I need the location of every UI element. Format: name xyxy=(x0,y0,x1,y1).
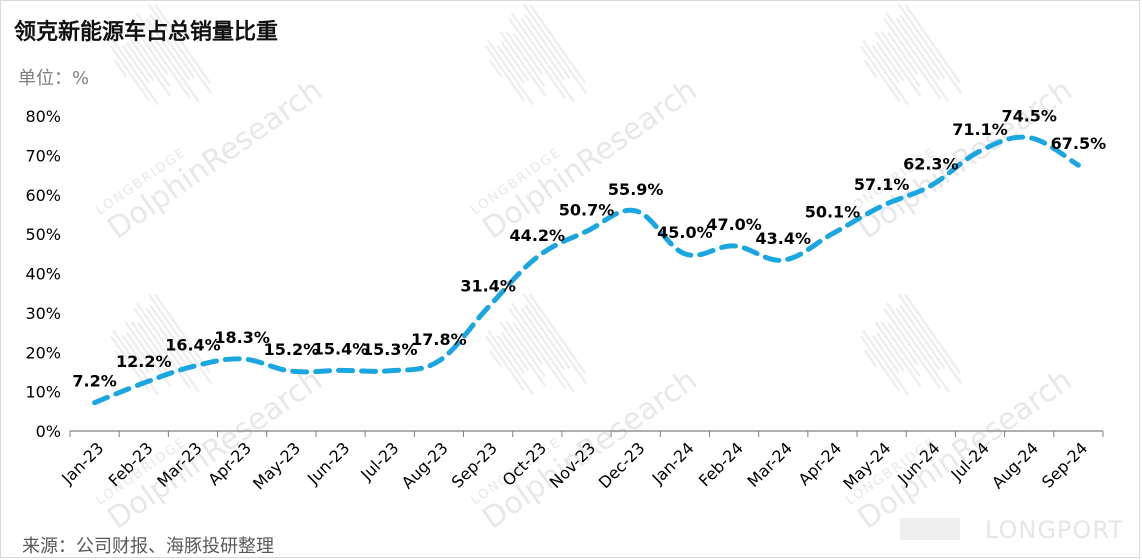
y-tick-label: 0% xyxy=(36,422,61,441)
logo-mark xyxy=(900,518,960,540)
data-label: 15.3% xyxy=(362,340,418,359)
x-tick-label: Jan-24 xyxy=(648,438,698,488)
data-label: 57.1% xyxy=(854,175,910,194)
chart-axes xyxy=(69,430,1104,437)
y-tick-label: 80% xyxy=(25,107,61,126)
data-label: 55.9% xyxy=(608,180,664,199)
source-note: 来源：公司财报、海豚投研整理 xyxy=(22,536,274,557)
y-axis-ticks: 0% 10% 20% 30% 40% 50% 60% 70% 80% xyxy=(25,107,61,441)
y-tick-label: 40% xyxy=(25,265,61,284)
y-tick-label: 10% xyxy=(25,383,61,402)
x-tick-label: Jul-23 xyxy=(356,438,402,484)
x-tick-label: Jan-23 xyxy=(57,438,107,488)
data-label: 31.4% xyxy=(460,276,516,295)
x-tick-label: Aug-23 xyxy=(398,438,452,492)
x-tick-label: Mar-24 xyxy=(744,438,797,491)
watermark-name: DolphinResearch xyxy=(101,73,328,247)
data-label: 18.3% xyxy=(214,328,270,347)
y-tick-label: 20% xyxy=(25,343,61,362)
logo-text: LONGPORT xyxy=(985,516,1124,544)
x-tick-label: Jun-23 xyxy=(303,438,353,488)
data-labels: 7.2%12.2%16.4%18.3%15.2%15.4%15.3%17.8% 3… xyxy=(72,107,1106,391)
y-tick-label: 50% xyxy=(25,225,61,244)
y-tick-label: 30% xyxy=(25,304,61,323)
data-label: 15.2% xyxy=(264,340,320,359)
data-label: 45.0% xyxy=(657,223,713,242)
data-label: 12.2% xyxy=(116,352,172,371)
watermark-name: DolphinResearch xyxy=(476,73,703,247)
data-label: 67.5% xyxy=(1051,134,1107,153)
chart-title: 领克新能源车占总销量比重 xyxy=(14,20,279,45)
x-tick-label: Feb-24 xyxy=(695,438,747,490)
data-label: 43.4% xyxy=(756,229,812,248)
data-label: 50.1% xyxy=(805,203,861,222)
y-tick-label: 70% xyxy=(25,146,61,165)
series-line xyxy=(92,134,1081,406)
data-label: 71.1% xyxy=(952,120,1008,139)
y-tick-label: 60% xyxy=(25,186,61,205)
data-label: 47.0% xyxy=(706,215,762,234)
data-label: 44.2% xyxy=(510,226,566,245)
x-tick-label: Apr-24 xyxy=(795,438,846,489)
x-tick-label: May-23 xyxy=(249,438,304,493)
data-label: 7.2% xyxy=(72,372,116,391)
unit-label: 单位：% xyxy=(18,68,90,89)
x-tick-label: Sep-24 xyxy=(1038,438,1091,491)
data-label: 50.7% xyxy=(559,200,615,219)
watermark-name: DolphinResearch xyxy=(851,73,1078,247)
data-label: 62.3% xyxy=(903,155,959,174)
data-label: 17.8% xyxy=(411,330,467,349)
data-label: 74.5% xyxy=(1001,107,1057,126)
data-label: 15.4% xyxy=(313,339,369,358)
data-label: 16.4% xyxy=(165,335,221,354)
